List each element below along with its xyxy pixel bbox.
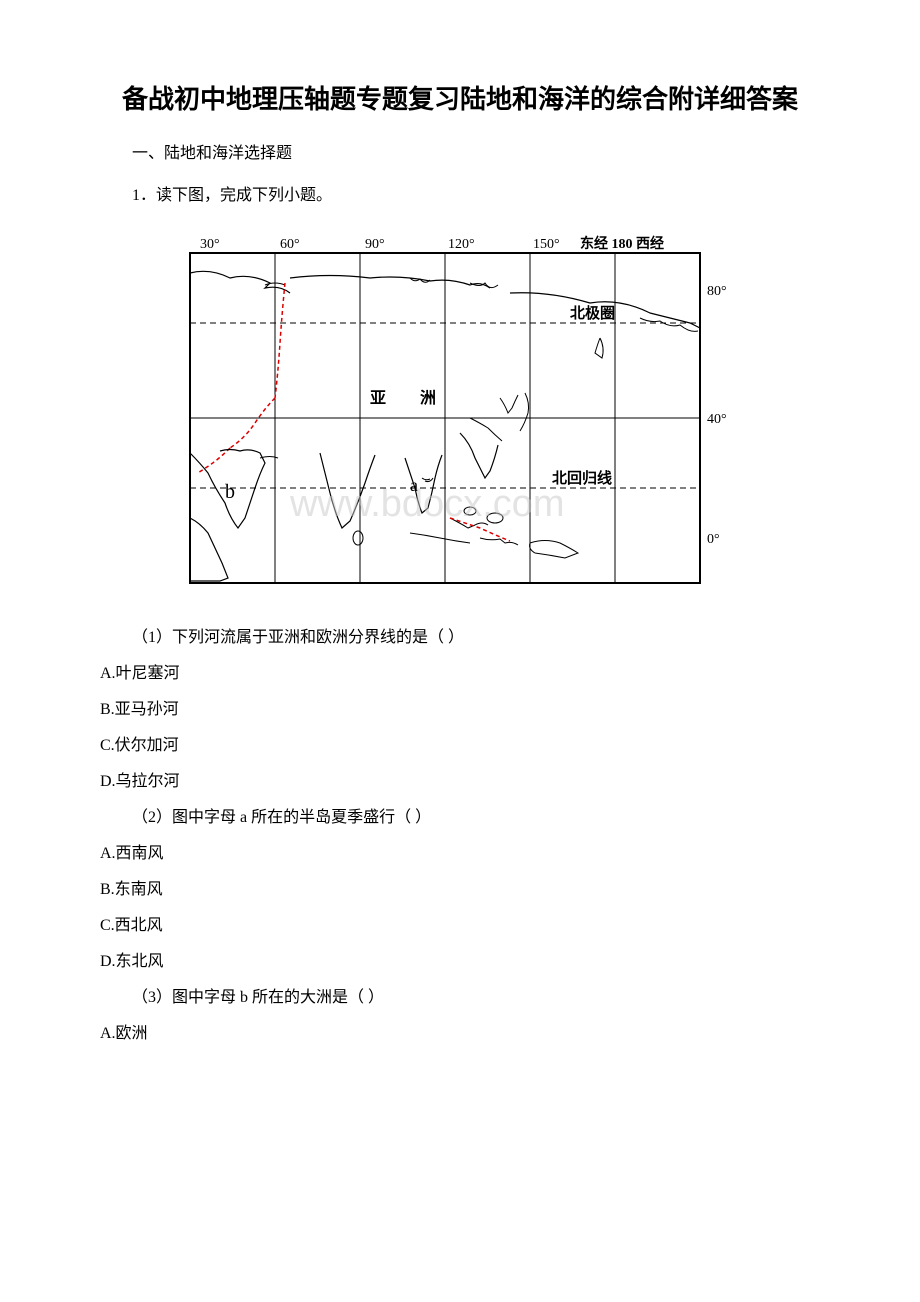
lon-label-60: 60° [280,237,300,252]
q1-option-d: D.乌拉尔河 [100,767,820,791]
section-heading: 一、陆地和海洋选择题 [100,139,820,163]
q2-option-b: B.东南风 [100,875,820,899]
asia-label-left: 亚 [370,389,386,407]
subquestion-2: （2）图中字母 a 所在的半岛夏季盛行（ ） [100,803,820,827]
subquestion-1: （1）下列河流属于亚洲和欧洲分界线的是（ ） [100,623,820,647]
lon-label-90: 90° [365,237,385,252]
lon-label-180: 东经 180 西经 [580,235,664,252]
arctic-circle-label: 北极圈 [570,304,615,322]
asia-label-right: 洲 [420,389,436,407]
label-b: b [225,481,235,503]
lat-label-80: 80° [707,284,727,299]
asia-map-figure: www.bdocx.com 30° 60° 90° 120° 150° 东经 1… [170,223,730,603]
page-title: 备战初中地理压轴题专题复习陆地和海洋的综合附详细答案 [100,80,820,119]
q1-option-b: B.亚马孙河 [100,695,820,719]
lat-label-40: 40° [707,412,727,427]
lon-label-150: 150° [533,237,560,252]
lat-label-0: 0° [707,532,720,547]
q2-option-c: C.西北风 [100,911,820,935]
q1-option-c: C.伏尔加河 [100,731,820,755]
q2-option-a: A.西南风 [100,839,820,863]
map-svg: 30° 60° 90° 120° 150° 东经 180 西经 80° 40° … [170,223,730,603]
lon-label-120: 120° [448,237,475,252]
tropic-cancer-label: 北回归线 [552,469,612,487]
question-intro: 1．读下图，完成下列小题。 [100,181,820,205]
q3-option-a: A.欧洲 [100,1019,820,1043]
q2-option-d: D.东北风 [100,947,820,971]
lon-label-30: 30° [200,237,220,252]
q1-option-a: A.叶尼塞河 [100,659,820,683]
subquestion-3: （3）图中字母 b 所在的大洲是（ ） [100,983,820,1007]
